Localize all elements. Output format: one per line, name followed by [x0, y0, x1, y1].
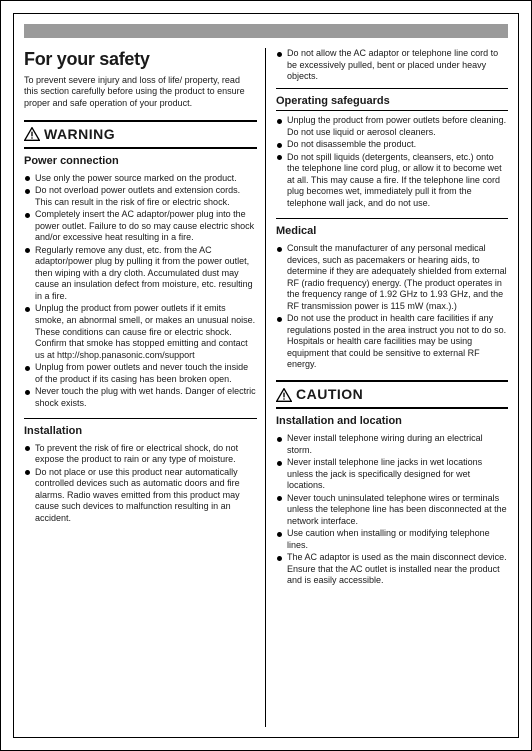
- list-item: Regularly remove any dust, etc. from the…: [24, 245, 257, 303]
- divider: [276, 380, 508, 382]
- installation-list: To prevent the risk of fire or electrica…: [24, 443, 257, 525]
- warning-triangle-icon: [24, 127, 40, 141]
- divider: [24, 418, 257, 419]
- divider: [276, 407, 508, 409]
- list-item: Use caution when installing or modifying…: [276, 528, 508, 551]
- section-title-install-location: Installation and location: [276, 415, 508, 429]
- list-item: Unplug the product from power outlets if…: [24, 303, 257, 361]
- list-item: Do not place or use this product near au…: [24, 467, 257, 525]
- list-item: Consult the manufacturer of any personal…: [276, 243, 508, 312]
- section-title-medical: Medical: [276, 225, 508, 239]
- list-item: Do not disassemble the product.: [276, 139, 508, 151]
- header-bar: [24, 24, 508, 38]
- section-title-power: Power connection: [24, 155, 257, 169]
- list-item: Never touch uninsulated telephone wires …: [276, 493, 508, 528]
- divider: [276, 218, 508, 219]
- list-item: Never install telephone line jacks in we…: [276, 457, 508, 492]
- intro-text: To prevent severe injury and loss of lif…: [24, 75, 257, 110]
- list-item: To prevent the risk of fire or electrica…: [24, 443, 257, 466]
- power-connection-list: Use only the power source marked on the …: [24, 173, 257, 409]
- right-column: Do not allow the AC adaptor or telephone…: [266, 48, 508, 727]
- list-item: Completely insert the AC adaptor/power p…: [24, 209, 257, 244]
- list-item: The AC adaptor is used as the main disco…: [276, 552, 508, 587]
- list-item: Never touch the plug with wet hands. Dan…: [24, 386, 257, 409]
- list-item: Unplug the product from power outlets be…: [276, 115, 508, 138]
- operating-safeguards-list: Unplug the product from power outlets be…: [276, 115, 508, 209]
- cord-safety-list: Do not allow the AC adaptor or telephone…: [276, 48, 508, 83]
- caution-label: CAUTION: [296, 386, 363, 404]
- divider: [24, 120, 257, 122]
- list-item: Unplug from power outlets and never touc…: [24, 362, 257, 385]
- medical-list: Consult the manufacturer of any personal…: [276, 243, 508, 371]
- warning-label: WARNING: [44, 126, 115, 144]
- list-item: Do not overload power outlets and extens…: [24, 185, 257, 208]
- left-column: For your safety To prevent severe injury…: [24, 48, 266, 727]
- list-item: Never install telephone wiring during an…: [276, 433, 508, 456]
- list-item: Do not spill liquids (detergents, cleans…: [276, 152, 508, 210]
- list-item: Do not allow the AC adaptor or telephone…: [276, 48, 508, 83]
- section-title-installation: Installation: [24, 425, 257, 439]
- two-column-layout: For your safety To prevent severe injury…: [24, 48, 508, 727]
- caution-triangle-icon: [276, 388, 292, 402]
- divider: [276, 88, 508, 89]
- divider: [24, 147, 257, 149]
- list-item: Use only the power source marked on the …: [24, 173, 257, 185]
- main-title: For your safety: [24, 48, 257, 71]
- section-title-operating: Operating safeguards: [276, 95, 508, 112]
- list-item: Do not use the product in health care fa…: [276, 313, 508, 371]
- installation-location-list: Never install telephone wiring during an…: [276, 433, 508, 587]
- manual-page: For your safety To prevent severe injury…: [13, 13, 519, 738]
- warning-header: WARNING: [24, 126, 257, 144]
- caution-header: CAUTION: [276, 386, 508, 404]
